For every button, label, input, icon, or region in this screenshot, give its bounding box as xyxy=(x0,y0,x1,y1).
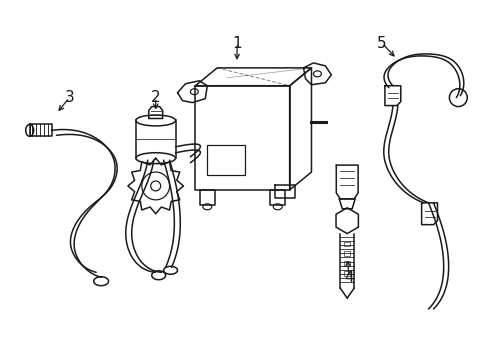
Text: 5: 5 xyxy=(377,36,387,50)
Text: 1: 1 xyxy=(232,36,242,50)
Text: 4: 4 xyxy=(344,270,354,285)
Text: 2: 2 xyxy=(151,90,161,105)
Text: 3: 3 xyxy=(65,90,74,105)
